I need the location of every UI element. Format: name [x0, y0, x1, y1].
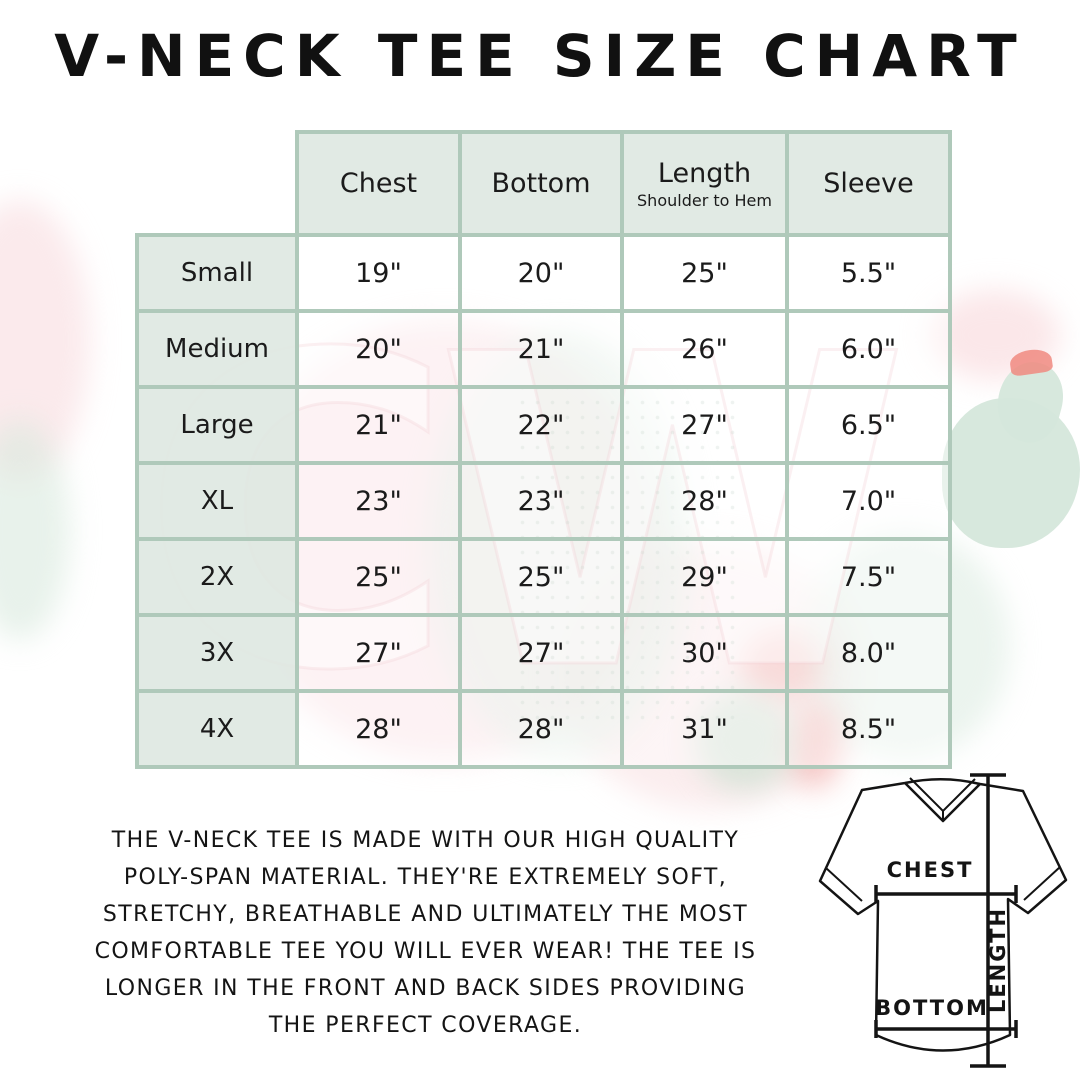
size-row-4x: 4X 28" 28" 31" 8.5" — [135, 689, 952, 769]
size-row-medium: Medium 20" 21" 26" 6.0" — [135, 309, 952, 389]
sleeve-cuff-line — [825, 866, 1061, 902]
size-label: Small — [135, 233, 299, 313]
measurement-cell: 8.0" — [785, 613, 952, 693]
measurement-cell: 8.5" — [785, 689, 952, 769]
bottom-measure-line — [874, 1020, 1018, 1038]
size-chart-table: Chest Bottom Length Shoulder to Hem Sleeve S… — [135, 130, 952, 769]
measurement-cell: 19" — [295, 233, 462, 313]
measurement-cell: 25" — [620, 233, 789, 313]
bottom-label: BOTTOM — [875, 996, 989, 1020]
measurement-cell: 27" — [295, 613, 462, 693]
measurement-cell: 7.0" — [785, 461, 952, 541]
product-description: THE V-NECK TEE IS MADE WITH OUR HIGH QUA… — [94, 828, 757, 1038]
vneck-collar-inner-line — [909, 777, 976, 821]
size-row-3x: 3X 27" 27" 30" 8.0" — [135, 613, 952, 693]
column-header-chest: Chest — [295, 130, 462, 237]
table-header-row: Chest Bottom Length Shoulder to Hem Sleeve — [137, 130, 952, 237]
measurement-cell: 21" — [295, 385, 462, 465]
measurement-cell: 25" — [458, 537, 624, 617]
measurement-cell: 22" — [458, 385, 624, 465]
length-measure-line — [970, 773, 1006, 1068]
size-row-small: Small 19" 20" 25" 5.5" — [135, 233, 952, 313]
size-label: Medium — [135, 309, 299, 389]
measurement-cell: 20" — [295, 309, 462, 389]
size-label: 3X — [135, 613, 299, 693]
measurement-cell: 20" — [458, 233, 624, 313]
measurement-cell: 6.0" — [785, 309, 952, 389]
column-header-sleeve: Sleeve — [785, 130, 952, 237]
measurement-cell: 21" — [458, 309, 624, 389]
measurement-cell: 25" — [295, 537, 462, 617]
size-row-xl: XL 23" 23" 28" 7.0" — [135, 461, 952, 541]
tee-measurement-diagram: CHEST BOTTOM LENGTH — [810, 763, 1078, 1080]
measurement-cell: 29" — [620, 537, 789, 617]
measurement-cell: 6.5" — [785, 385, 952, 465]
column-header-length: Length Shoulder to Hem — [620, 130, 789, 237]
measurement-cell: 31" — [620, 689, 789, 769]
measurement-cell: 27" — [458, 613, 624, 693]
measurement-cell: 30" — [620, 613, 789, 693]
measurement-cell: 7.5" — [785, 537, 952, 617]
measurement-cell: 23" — [295, 461, 462, 541]
size-label: 4X — [135, 689, 299, 769]
size-row-2x: 2X 25" 25" 29" 7.5" — [135, 537, 952, 617]
length-label: LENGTH — [986, 907, 1010, 1013]
size-label: Large — [135, 385, 299, 465]
size-label: 2X — [135, 537, 299, 617]
table-corner-blank — [137, 132, 297, 235]
measurement-cell: 28" — [458, 689, 624, 769]
measurement-cell: 5.5" — [785, 233, 952, 313]
measurement-cell: 27" — [620, 385, 789, 465]
size-label: XL — [135, 461, 299, 541]
measurement-cell: 28" — [620, 461, 789, 541]
measurement-cell: 23" — [458, 461, 624, 541]
chest-measure-line — [874, 885, 1018, 903]
page-title: V-NECK TEE SIZE CHART — [54, 22, 1026, 90]
measurement-cell: 28" — [295, 689, 462, 769]
chest-label: CHEST — [887, 858, 974, 882]
measurement-cell: 26" — [620, 309, 789, 389]
column-header-bottom: Bottom — [458, 130, 624, 237]
size-row-large: Large 21" 22" 27" 6.5" — [135, 385, 952, 465]
